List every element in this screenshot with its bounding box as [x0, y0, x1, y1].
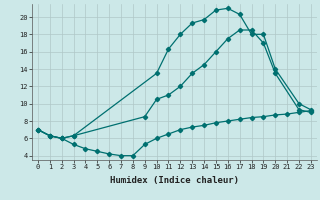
X-axis label: Humidex (Indice chaleur): Humidex (Indice chaleur) [110, 176, 239, 185]
